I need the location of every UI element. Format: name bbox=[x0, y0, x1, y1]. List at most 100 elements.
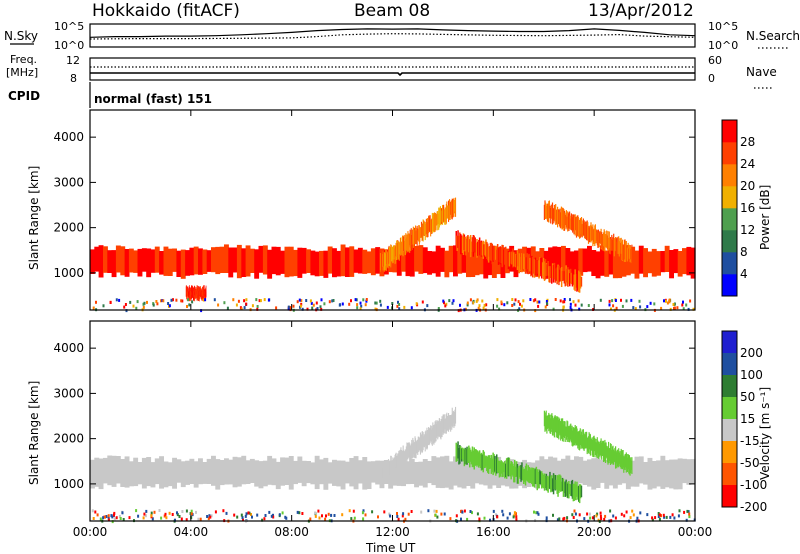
speckle-cell bbox=[544, 305, 547, 309]
range-cell bbox=[549, 266, 551, 283]
range-cell bbox=[560, 267, 563, 287]
colorbar-segment bbox=[722, 186, 737, 209]
speckle-cell bbox=[517, 300, 520, 304]
range-cell bbox=[677, 458, 683, 490]
range-cell bbox=[425, 433, 427, 449]
speckle-cell bbox=[158, 509, 161, 512]
speckle-cell bbox=[258, 299, 261, 303]
range-cell bbox=[490, 242, 493, 261]
range-cell bbox=[395, 246, 397, 264]
speckle-cell bbox=[574, 303, 577, 307]
xtick-label: 00:00 bbox=[678, 525, 713, 539]
range-cell bbox=[159, 456, 164, 489]
colorbar-segment bbox=[722, 485, 737, 508]
velocity-panel: 1000 2000 3000 4000 Slant Range [km] bbox=[27, 320, 696, 524]
range-cell bbox=[446, 412, 448, 432]
speckle-cell bbox=[121, 511, 124, 515]
speckle-cell bbox=[668, 298, 671, 302]
range-cell bbox=[381, 465, 383, 482]
range-cell bbox=[432, 213, 434, 232]
range-cell bbox=[539, 456, 545, 486]
range-cell bbox=[554, 268, 557, 283]
range-cell bbox=[521, 253, 523, 273]
range-cell bbox=[527, 254, 529, 275]
speckle-cell bbox=[475, 299, 478, 303]
range-cell bbox=[397, 453, 399, 472]
range-cell bbox=[345, 461, 350, 484]
range-cell bbox=[466, 446, 468, 465]
speckle-cell bbox=[515, 518, 518, 522]
range-cell bbox=[562, 269, 565, 281]
range-cell bbox=[567, 211, 569, 232]
speckle-cell bbox=[651, 516, 654, 520]
colorbar-segment bbox=[722, 441, 737, 464]
range-cell bbox=[514, 254, 517, 268]
power-data-group bbox=[90, 197, 696, 313]
range-cell bbox=[501, 461, 503, 478]
range-cell bbox=[578, 248, 584, 276]
speckle-cell bbox=[353, 516, 356, 520]
range-cell bbox=[498, 460, 501, 478]
range-cell bbox=[450, 415, 452, 432]
speckle-cell bbox=[247, 511, 250, 515]
speckle-cell bbox=[113, 511, 116, 515]
speckle-cell bbox=[569, 298, 571, 302]
range-cell bbox=[570, 272, 573, 285]
colorbar-tick: 16 bbox=[740, 201, 755, 215]
range-cell bbox=[549, 471, 551, 490]
range-cell bbox=[484, 455, 486, 468]
range-cell bbox=[585, 434, 587, 449]
range-cell bbox=[480, 452, 483, 471]
range-cell bbox=[485, 239, 487, 257]
speckle-cell bbox=[554, 298, 557, 301]
range-cell bbox=[466, 250, 471, 278]
range-cell bbox=[664, 460, 670, 488]
speckle-cell bbox=[180, 517, 183, 521]
range-cell bbox=[478, 239, 480, 260]
speckle-cell bbox=[609, 509, 612, 513]
range-cell bbox=[552, 208, 554, 221]
speckle-cell bbox=[657, 512, 660, 515]
speckle-cell bbox=[199, 517, 202, 521]
range-cell bbox=[427, 222, 429, 238]
speckle-cell bbox=[687, 510, 690, 514]
speckle-cell bbox=[365, 298, 368, 301]
range-cell bbox=[436, 421, 438, 437]
speckle-cell bbox=[204, 298, 207, 302]
range-cell bbox=[690, 247, 696, 279]
range-cell bbox=[141, 248, 147, 272]
range-cell bbox=[137, 248, 143, 277]
range-cell bbox=[553, 416, 555, 438]
speckle-cell bbox=[407, 512, 410, 516]
range-cell bbox=[638, 245, 644, 274]
range-cell bbox=[393, 248, 395, 259]
range-cell bbox=[541, 471, 543, 489]
range-cell bbox=[525, 257, 528, 269]
range-cell bbox=[124, 456, 130, 488]
range-cell bbox=[473, 447, 475, 470]
range-cell bbox=[381, 255, 383, 271]
range-cell bbox=[532, 467, 535, 487]
range-cell bbox=[566, 420, 568, 437]
speckle-cell bbox=[623, 514, 626, 518]
range-cell bbox=[507, 250, 510, 270]
range-cell bbox=[383, 464, 385, 484]
range-cell bbox=[541, 262, 544, 277]
range-cell bbox=[582, 460, 588, 485]
speckle-cell bbox=[146, 300, 148, 304]
range-cell bbox=[94, 457, 100, 487]
range-cell bbox=[478, 450, 481, 466]
range-cell bbox=[523, 253, 525, 270]
speckle-cell bbox=[160, 516, 163, 520]
range-cell bbox=[569, 268, 572, 284]
range-cell bbox=[418, 461, 424, 486]
speckle-cell bbox=[311, 306, 314, 310]
range-cell bbox=[396, 455, 402, 486]
speckle-cell bbox=[654, 516, 657, 520]
range-cell bbox=[557, 264, 559, 283]
range-cell bbox=[349, 246, 355, 277]
feature-ascending-arc-1 bbox=[379, 406, 457, 487]
speckle-cell bbox=[191, 300, 194, 304]
range-cell bbox=[531, 255, 533, 276]
range-cell bbox=[499, 246, 502, 265]
